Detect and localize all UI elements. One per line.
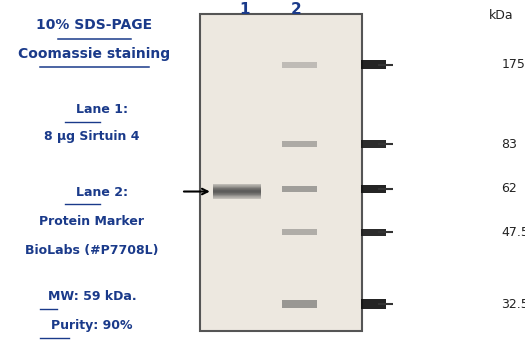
Text: 8 μg Sirtuin 4: 8 μg Sirtuin 4 [44, 130, 140, 143]
Text: Purity: 90%: Purity: 90% [51, 319, 133, 332]
Bar [213, 193, 261, 194]
Text: Lane 1:: Lane 1: [76, 103, 129, 116]
Text: 175: 175 [501, 58, 525, 71]
Text: BioLabs (#P7708L): BioLabs (#P7708L) [25, 244, 159, 257]
Bar [213, 197, 261, 198]
Bar [213, 185, 261, 186]
Bar [282, 186, 317, 192]
Bar [200, 14, 362, 331]
Bar [361, 60, 386, 69]
Bar [213, 187, 261, 188]
Text: 2: 2 [291, 1, 302, 17]
Bar [282, 62, 317, 68]
Bar [361, 299, 386, 309]
Text: 32.5: 32.5 [501, 298, 525, 311]
Bar [213, 192, 261, 193]
Bar [361, 229, 386, 236]
Text: kDa: kDa [489, 9, 513, 22]
Bar [213, 198, 261, 199]
Text: Lane 2:: Lane 2: [76, 186, 129, 199]
Bar [213, 184, 261, 185]
Text: 62: 62 [501, 183, 517, 195]
Text: 10% SDS-PAGE: 10% SDS-PAGE [36, 18, 153, 32]
Bar [282, 141, 317, 147]
Bar [213, 190, 261, 191]
Text: 1: 1 [239, 1, 249, 17]
Bar [213, 189, 261, 190]
Bar [282, 229, 317, 235]
Bar [213, 186, 261, 187]
Text: Coomassie staining: Coomassie staining [18, 47, 171, 61]
Text: MW: 59 kDa.: MW: 59 kDa. [48, 291, 136, 303]
Bar [282, 300, 317, 308]
Text: Protein Marker: Protein Marker [39, 215, 144, 228]
Bar [213, 194, 261, 195]
Bar [361, 185, 386, 193]
Bar [213, 196, 261, 197]
Text: 83: 83 [501, 138, 517, 150]
Text: 47.5: 47.5 [501, 226, 525, 239]
Bar [213, 191, 261, 192]
Bar [213, 188, 261, 189]
Bar [213, 195, 261, 196]
Bar [361, 140, 386, 148]
